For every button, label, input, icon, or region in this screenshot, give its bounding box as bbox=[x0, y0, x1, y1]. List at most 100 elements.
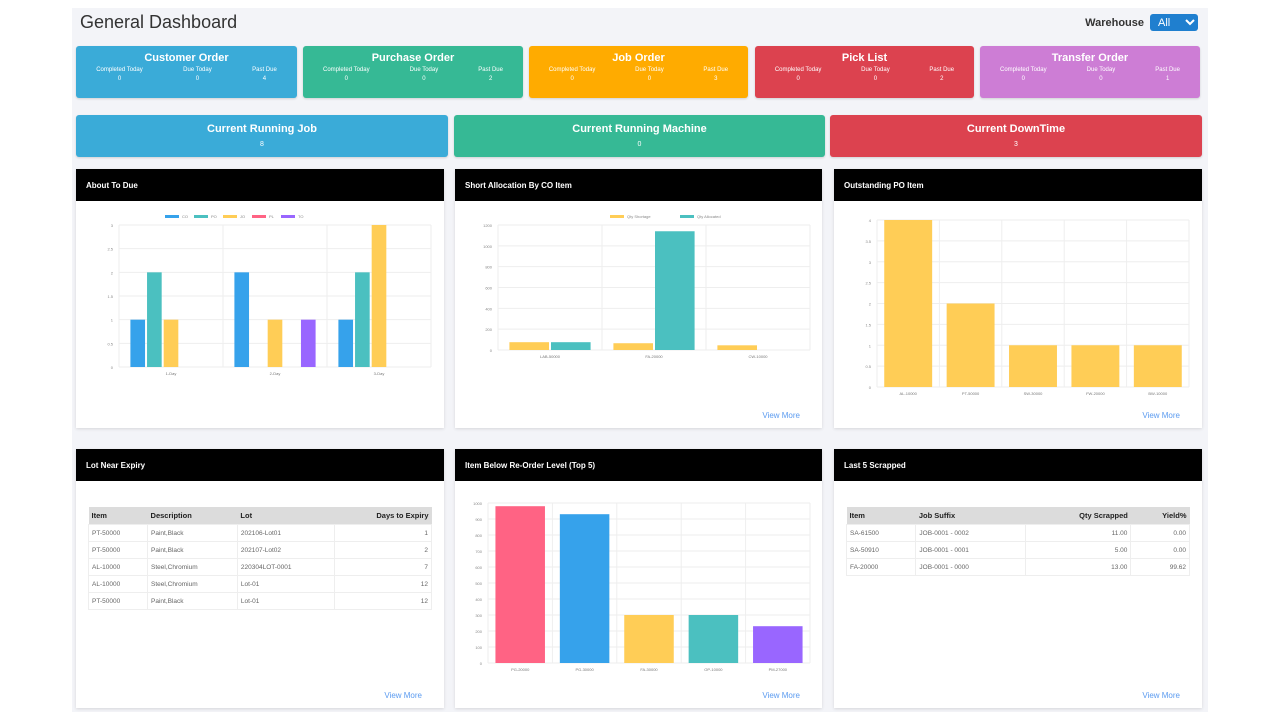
y-tick-label: 0.5 bbox=[107, 341, 113, 346]
x-tick-label: 1-Day bbox=[166, 371, 177, 376]
table-cell: Paint,Black bbox=[147, 541, 238, 559]
card-title: Customer Order bbox=[144, 52, 229, 64]
bar bbox=[1009, 345, 1057, 387]
bar bbox=[338, 319, 354, 367]
y-tick-label: 0 bbox=[111, 365, 114, 370]
column-header[interactable]: Item bbox=[88, 507, 148, 525]
warehouse-select[interactable]: All bbox=[1150, 14, 1198, 31]
summary-card[interactable]: Purchase Order Completed Today 0 Due Today… bbox=[303, 46, 523, 98]
stat-value: 0 bbox=[117, 76, 122, 82]
y-tick-label: 3 bbox=[111, 223, 114, 228]
card-title: Job Order bbox=[612, 52, 665, 64]
summary-card[interactable]: Customer Order Completed Today 0 Due Today… bbox=[76, 46, 297, 98]
column-header[interactable]: Item bbox=[846, 507, 916, 525]
below-reorder-chart: 0 100 200 300 400 500 600 700 800 900 1000 PG-20000… bbox=[473, 501, 811, 672]
bar bbox=[267, 319, 283, 367]
bar bbox=[655, 231, 695, 350]
table-cell: Steel,Chromium bbox=[147, 558, 238, 576]
running-card[interactable]: Current Running Machine 0 bbox=[454, 115, 825, 157]
bar bbox=[371, 225, 387, 367]
table-row[interactable]: PT-50000 Paint,Black Lot-01 12 bbox=[87, 592, 433, 610]
legend-swatch bbox=[165, 215, 179, 218]
outstanding-po-chart: 0 0.5 1 1.5 2 2.5 3 3.5 4 AL-10000 PT-50000 SW-3000… bbox=[865, 218, 1190, 396]
x-tick-label: PT-50000 bbox=[962, 391, 980, 396]
summary-card[interactable]: Job Order Completed Today 0 Due Today 0 Past… bbox=[529, 46, 748, 98]
y-tick-label: 100 bbox=[475, 645, 482, 650]
stat-value: 0 bbox=[422, 76, 426, 82]
table-cell: 99.62 bbox=[1130, 558, 1190, 576]
table-row[interactable]: PT-50000 Paint,Black 202107-Lot02 2 bbox=[87, 541, 433, 559]
column-header[interactable]: Yield% bbox=[1130, 507, 1190, 525]
table-row[interactable]: FA-20000 JOB-0001 - 0000 13.00 99.62 bbox=[845, 558, 1190, 576]
stat-value: 0 bbox=[873, 76, 878, 82]
table-cell: JOB-0001 - 0002 bbox=[915, 524, 1026, 542]
view-more-link[interactable]: View More bbox=[1142, 411, 1180, 420]
view-more-link[interactable]: View More bbox=[1142, 691, 1180, 700]
table-cell: SA-50910 bbox=[845, 541, 917, 559]
legend-swatch bbox=[223, 215, 237, 218]
warehouse-filter: Warehouse All bbox=[1085, 14, 1198, 31]
table-row[interactable]: AL-10000 Steel,Chromium Lot-01 12 bbox=[87, 575, 433, 593]
y-tick-label: 4 bbox=[869, 218, 872, 223]
table-cell: 0.00 bbox=[1130, 524, 1190, 542]
lot-table: Item Description Lot Days to Expiry PT-50000… bbox=[87, 507, 433, 610]
table-cell: Lot-01 bbox=[236, 575, 335, 593]
table-cell: 7 bbox=[333, 558, 433, 576]
stat-value: 0 bbox=[796, 76, 800, 82]
table-cell: 13.00 bbox=[1024, 558, 1132, 576]
column-header[interactable]: Description bbox=[147, 507, 238, 525]
y-tick-label: 1 bbox=[869, 343, 872, 348]
table-row[interactable]: PT-50000 Paint,Black 202106-Lot01 1 bbox=[87, 524, 433, 542]
legend-swatch bbox=[610, 215, 624, 218]
summary-card[interactable]: Pick List Completed Today 0 Due Today 0 Past… bbox=[755, 46, 974, 98]
y-tick-label: 800 bbox=[475, 533, 482, 538]
warehouse-label: Warehouse bbox=[1085, 16, 1144, 29]
table-cell: 12 bbox=[333, 575, 433, 593]
card-title: Purchase Order bbox=[371, 52, 455, 64]
table-cell: 202106-Lot01 bbox=[236, 524, 335, 542]
x-tick-label: SW-30000 bbox=[1024, 391, 1044, 396]
stat-label: Due Today bbox=[409, 67, 439, 73]
running-card[interactable]: Current Running Job 8 bbox=[76, 115, 448, 157]
y-tick-label: 0 bbox=[869, 385, 872, 390]
summary-card[interactable]: Transfer Order Completed Today 0 Due Today… bbox=[980, 46, 1200, 98]
y-tick-label: 1.5 bbox=[107, 294, 113, 299]
legend-label: CO bbox=[182, 214, 188, 219]
x-tick-label: PG-20000 bbox=[511, 667, 530, 672]
table-cell: Lot-01 bbox=[236, 592, 335, 610]
bar bbox=[1071, 345, 1120, 387]
column-header[interactable]: Days to Expiry bbox=[334, 507, 432, 525]
y-tick-label: 400 bbox=[485, 306, 492, 311]
y-tick-label: 1000 bbox=[473, 501, 483, 506]
x-tick-label: FA-30000 bbox=[640, 667, 658, 672]
bar bbox=[946, 303, 995, 387]
view-more-link[interactable]: View More bbox=[384, 691, 422, 700]
card-title: Current DownTime bbox=[966, 123, 1066, 135]
stat-label: Completed Today bbox=[1000, 67, 1047, 73]
column-header[interactable]: Lot bbox=[237, 507, 335, 525]
bar bbox=[130, 319, 146, 367]
about-to-due-panel: About To Due 0 0.5 1 1.5 2 2.5 3 1-Day 2-Day 3-Da… bbox=[76, 169, 444, 428]
table-row[interactable]: SA-50910 JOB-0001 - 0001 5.00 0.00 bbox=[845, 541, 1190, 559]
short-allocation-panel: Short Allocation By CO Item 0 200 400 600 80… bbox=[455, 169, 822, 428]
bar bbox=[884, 220, 933, 387]
panel-title: Item Below Re-Order Level (Top 5) bbox=[455, 449, 822, 481]
y-tick-label: 600 bbox=[485, 286, 492, 291]
running-card[interactable]: Current DownTime 3 bbox=[830, 115, 1202, 157]
legend-label: TO bbox=[298, 214, 303, 219]
y-tick-label: 2.5 bbox=[107, 247, 113, 252]
bar bbox=[300, 319, 316, 367]
stat-label: Completed Today bbox=[774, 67, 822, 73]
table-cell: PT-50000 bbox=[87, 541, 149, 559]
scrap-table: Item Job Suffix Qty Scrapped Yield% SA-61500… bbox=[845, 507, 1190, 576]
view-more-link[interactable]: View More bbox=[762, 411, 800, 420]
lot-near-expiry-panel: Lot Near Expiry Item Description Lot Days t… bbox=[76, 449, 444, 708]
legend-swatch bbox=[281, 215, 295, 218]
view-more-link[interactable]: View More bbox=[762, 691, 800, 700]
column-header[interactable]: Qty Scrapped bbox=[1025, 507, 1131, 525]
table-row[interactable]: AL-10000 Steel,Chromium 220304LOT-0001 7 bbox=[87, 558, 433, 576]
column-header[interactable]: Job Suffix bbox=[915, 507, 1026, 525]
last-scrapped-panel: Last 5 Scrapped Item Job Suffix Qty Scrapp… bbox=[834, 449, 1202, 708]
table-row[interactable]: SA-61500 JOB-0001 - 0002 11.00 0.00 bbox=[845, 524, 1190, 542]
table-cell: 12 bbox=[333, 592, 433, 610]
